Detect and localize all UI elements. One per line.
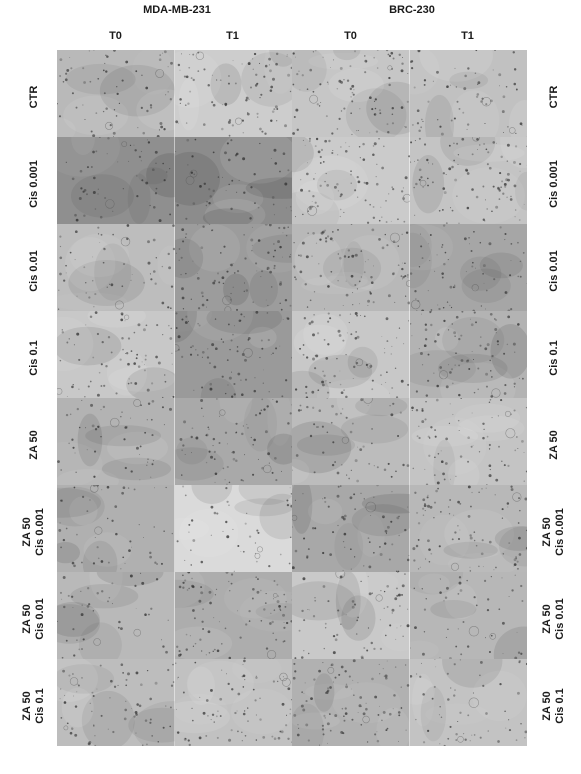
row-label-right-cis-0-01: Cis 0.01 xyxy=(538,241,570,301)
micrograph-row1-mda-t0 xyxy=(57,50,175,137)
row-label-left-cis-0-001: Cis 0.001 xyxy=(18,154,50,214)
micrograph-row5-brc-t0 xyxy=(292,398,410,485)
row-label-right-za-50-cis-0-01: ZA 50 Cis 0.01 xyxy=(538,589,570,649)
row-label-right-ctr: CTR xyxy=(538,67,570,127)
row-label-line2: Cis 0.01 xyxy=(554,598,566,640)
micrograph-row3-mda-t1 xyxy=(174,224,292,311)
row-label-line1: ZA 50 xyxy=(21,604,33,634)
micrograph-row5-mda-t1 xyxy=(174,398,292,485)
row-label-right-za-50-cis-0-001: ZA 50 Cis 0.001 xyxy=(538,502,570,562)
micrograph-row6-brc-t1 xyxy=(409,485,527,572)
row-label-left-ctr: CTR xyxy=(18,67,50,127)
micrograph-row6-mda-t0 xyxy=(57,485,175,572)
row-label-line2: Cis 0.1 xyxy=(554,688,566,724)
row-label-line2: Cis 0.01 xyxy=(34,598,46,640)
row-label-line2: Cis 0.001 xyxy=(34,508,46,556)
row-label-right-cis-0-1: Cis 0.1 xyxy=(538,328,570,388)
micrograph-row4-brc-t1 xyxy=(409,311,527,398)
row-label-line1: CTR xyxy=(547,85,560,109)
micrograph-row8-brc-t1 xyxy=(409,659,527,746)
micrograph-row2-brc-t0 xyxy=(292,137,410,224)
row-label-line1: Cis 0.1 xyxy=(547,340,560,376)
row-label-line1: Cis 0.01 xyxy=(547,250,560,292)
row-label-left-za-50: ZA 50 xyxy=(18,415,50,475)
micrograph-row1-mda-t1 xyxy=(174,50,292,137)
micrograph-row6-brc-t0 xyxy=(292,485,410,572)
row-label-line1: Cis 0.1 xyxy=(27,340,40,376)
group-title-mda: MDA-MB-231 xyxy=(143,4,211,16)
micrograph-row7-mda-t0 xyxy=(57,572,175,659)
row-label-right-za-50: ZA 50 xyxy=(538,415,570,475)
micrograph-row2-brc-t1 xyxy=(409,137,527,224)
row-label-line1: ZA 50 xyxy=(21,691,33,721)
micrograph-row7-brc-t0 xyxy=(292,572,410,659)
row-label-line1: Cis 0.001 xyxy=(547,160,560,208)
row-label-line1: Cis 0.01 xyxy=(27,250,40,292)
row-label-right-za-50-cis-0-1: ZA 50 Cis 0.1 xyxy=(538,676,570,736)
micrograph-row7-mda-t1 xyxy=(174,572,292,659)
micrograph-row3-mda-t0 xyxy=(57,224,175,311)
micrograph-grid xyxy=(57,50,527,746)
column-header-brc-t0: T0 xyxy=(344,30,357,42)
column-header-mda-t1: T1 xyxy=(226,30,239,42)
row-label-left-cis-0-1: Cis 0.1 xyxy=(18,328,50,388)
row-label-left-cis-0-01: Cis 0.01 xyxy=(18,241,50,301)
micrograph-row3-brc-t0 xyxy=(292,224,410,311)
micrograph-row5-brc-t1 xyxy=(409,398,527,485)
micrograph-row4-brc-t0 xyxy=(292,311,410,398)
row-label-line1: ZA 50 xyxy=(541,691,553,721)
micrograph-row1-brc-t0 xyxy=(292,50,410,137)
row-label-line1: ZA 50 xyxy=(541,604,553,634)
micrograph-row6-mda-t1 xyxy=(174,485,292,572)
row-label-left-za-50-cis-0-01: ZA 50 Cis 0.01 xyxy=(18,589,50,649)
micrograph-row4-mda-t1 xyxy=(174,311,292,398)
micrograph-row7-brc-t1 xyxy=(409,572,527,659)
micrograph-row5-mda-t0 xyxy=(57,398,175,485)
column-header-brc-t1: T1 xyxy=(461,30,474,42)
row-label-line1: CTR xyxy=(27,85,40,109)
row-label-line2: Cis 0.001 xyxy=(554,508,566,556)
column-header-mda-t0: T0 xyxy=(109,30,122,42)
row-label-line1: ZA 50 xyxy=(27,430,40,460)
row-label-line2: Cis 0.1 xyxy=(34,688,46,724)
row-label-line1: Cis 0.001 xyxy=(27,160,40,208)
micrograph-row2-mda-t1 xyxy=(174,137,292,224)
micrograph-row2-mda-t0 xyxy=(57,137,175,224)
row-label-left-za-50-cis-0-1: ZA 50 Cis 0.1 xyxy=(18,676,50,736)
micrograph-row4-mda-t0 xyxy=(57,311,175,398)
micrograph-row8-mda-t1 xyxy=(174,659,292,746)
row-label-line1: ZA 50 xyxy=(541,517,553,547)
micrograph-row3-brc-t1 xyxy=(409,224,527,311)
row-label-right-cis-0-001: Cis 0.001 xyxy=(538,154,570,214)
row-label-line1: ZA 50 xyxy=(547,430,560,460)
group-title-brc: BRC-230 xyxy=(389,4,435,16)
row-label-left-za-50-cis-0-001: ZA 50 Cis 0.001 xyxy=(18,502,50,562)
micrograph-row8-brc-t0 xyxy=(292,659,410,746)
micrograph-row1-brc-t1 xyxy=(409,50,527,137)
row-label-line1: ZA 50 xyxy=(21,517,33,547)
micrograph-row8-mda-t0 xyxy=(57,659,175,746)
